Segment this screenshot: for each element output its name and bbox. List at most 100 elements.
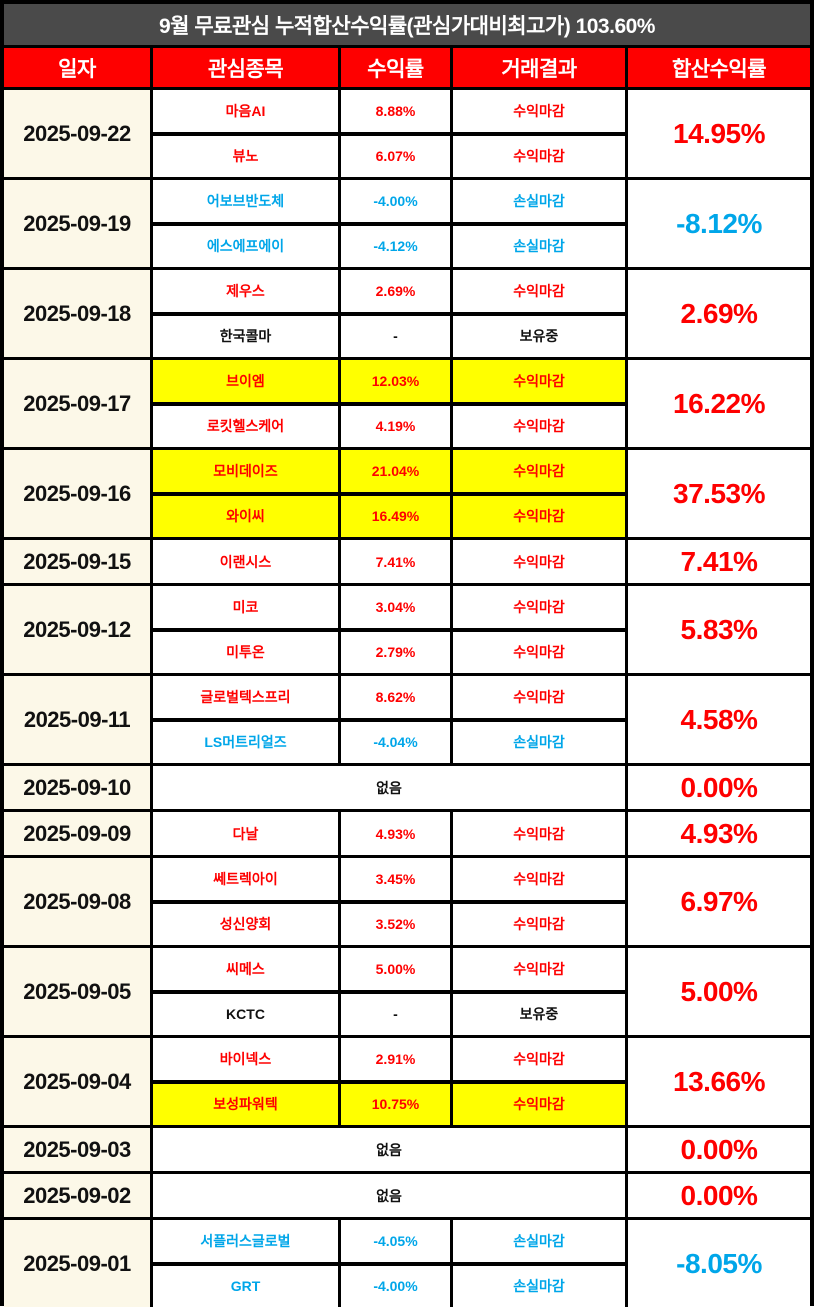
result-cell: 손실마감 (453, 722, 625, 764)
stock-name-cell: 제우스 (153, 270, 338, 312)
result-cell: 수익마감 (453, 360, 625, 402)
table-row-group: 2025-09-18 제우스 2.69% 수익마감 2.69% 한국콜마 - 보… (4, 270, 810, 357)
column-header-total: 합산수익률 (628, 48, 810, 87)
return-cell: 2.79% (341, 632, 450, 674)
total-return-cell: 5.00% (628, 948, 810, 1035)
total-return-cell: 7.41% (628, 540, 810, 583)
return-cell: 21.04% (341, 450, 450, 492)
return-cell: 2.69% (341, 270, 450, 312)
date-cell: 2025-09-03 (4, 1128, 150, 1171)
stock-name-cell: 다날 (153, 812, 338, 855)
total-return-cell: 4.58% (628, 676, 810, 763)
return-cell: 3.04% (341, 586, 450, 628)
stock-name-cell: LS머트리얼즈 (153, 722, 338, 764)
result-cell: 수익마감 (453, 1084, 625, 1126)
return-cell: 5.00% (341, 948, 450, 990)
stock-name-cell: 어보브반도체 (153, 180, 338, 222)
stock-name-cell: 와이씨 (153, 496, 338, 538)
return-cell: -4.04% (341, 722, 450, 764)
stock-name-cell: 쎄트렉아이 (153, 858, 338, 900)
column-header-stock: 관심종목 (153, 48, 338, 87)
column-header-date: 일자 (4, 48, 150, 87)
result-cell: 수익마감 (453, 586, 625, 628)
result-cell: 수익마감 (453, 90, 625, 132)
table-row-group: 2025-09-12 미코 3.04% 수익마감 5.83% 미투온 2.79%… (4, 586, 810, 673)
result-cell: 보유중 (453, 994, 625, 1036)
stock-name-cell: 마음AI (153, 90, 338, 132)
date-cell: 2025-09-22 (4, 90, 150, 177)
return-cell: - (341, 316, 450, 358)
result-cell: 보유중 (453, 316, 625, 358)
date-cell: 2025-09-01 (4, 1220, 150, 1307)
result-cell: 수익마감 (453, 904, 625, 946)
stock-name-cell: 서플러스글로벌 (153, 1220, 338, 1262)
stock-name-cell: 이랜시스 (153, 540, 338, 583)
table-row-group: 2025-09-19 어보브반도체 -4.00% 손실마감 -8.12% 에스에… (4, 180, 810, 267)
total-return-cell: 37.53% (628, 450, 810, 537)
total-return-cell: 0.00% (628, 766, 810, 809)
total-return-cell: 14.95% (628, 90, 810, 177)
result-cell: 수익마감 (453, 1038, 625, 1080)
stock-name-cell: GRT (153, 1266, 338, 1307)
result-cell: 수익마감 (453, 270, 625, 312)
stock-name-cell: 미투온 (153, 632, 338, 674)
date-cell: 2025-09-16 (4, 450, 150, 537)
return-cell: 10.75% (341, 1084, 450, 1126)
date-cell: 2025-09-10 (4, 766, 150, 809)
stock-name-cell: 보성파워텍 (153, 1084, 338, 1126)
date-cell: 2025-09-02 (4, 1174, 150, 1217)
return-cell: 16.49% (341, 496, 450, 538)
stock-name-cell: 브이엠 (153, 360, 338, 402)
result-cell: 수익마감 (453, 136, 625, 178)
total-return-cell: 0.00% (628, 1128, 810, 1171)
column-header-return: 수익률 (341, 48, 450, 87)
table-row-group: 2025-09-05 씨메스 5.00% 수익마감 5.00% KCTC - 보… (4, 948, 810, 1035)
stock-name-cell: 성신양회 (153, 904, 338, 946)
date-cell: 2025-09-11 (4, 676, 150, 763)
column-header-result: 거래결과 (453, 48, 625, 87)
return-cell: 3.52% (341, 904, 450, 946)
stock-name-cell: 모비데이즈 (153, 450, 338, 492)
return-cell: 7.41% (341, 540, 450, 583)
stock-name-cell: 바이넥스 (153, 1038, 338, 1080)
total-return-cell: 0.00% (628, 1174, 810, 1217)
result-cell: 수익마감 (453, 496, 625, 538)
result-cell: 수익마감 (453, 676, 625, 718)
date-cell: 2025-09-08 (4, 858, 150, 945)
table-row-group: 2025-09-01 서플러스글로벌 -4.05% 손실마감 -8.05% GR… (4, 1220, 810, 1307)
table-row-group: 2025-09-08 쎄트렉아이 3.45% 수익마감 6.97% 성신양회 3… (4, 858, 810, 945)
date-cell: 2025-09-05 (4, 948, 150, 1035)
stock-name-cell: 한국콜마 (153, 316, 338, 358)
stock-name-cell: 미코 (153, 586, 338, 628)
header-row: 일자 관심종목 수익률 거래결과 합산수익률 (4, 48, 810, 87)
total-return-cell: -8.12% (628, 180, 810, 267)
return-cell: - (341, 994, 450, 1036)
table-title: 9월 무료관심 누적합산수익률(관심가대비최고가) 103.60% (4, 4, 810, 45)
result-cell: 손실마감 (453, 1266, 625, 1307)
stock-name-cell: 로킷헬스케어 (153, 406, 338, 448)
total-return-cell: 2.69% (628, 270, 810, 357)
no-picks-cell: 없음 (153, 1174, 625, 1217)
table-row-group: 2025-09-16 모비데이즈 21.04% 수익마감 37.53% 와이씨 … (4, 450, 810, 537)
total-return-cell: 16.22% (628, 360, 810, 447)
stock-name-cell: KCTC (153, 994, 338, 1036)
result-cell: 손실마감 (453, 226, 625, 268)
table-row-group: 2025-09-03 없음 0.00% (4, 1128, 810, 1171)
table-row-group: 2025-09-10 없음 0.00% (4, 766, 810, 809)
table-row-group: 2025-09-15 이랜시스 7.41% 수익마감 7.41% (4, 540, 810, 583)
return-cell: 8.88% (341, 90, 450, 132)
date-cell: 2025-09-15 (4, 540, 150, 583)
stock-name-cell: 뷰노 (153, 136, 338, 178)
result-cell: 수익마감 (453, 450, 625, 492)
return-cell: 3.45% (341, 858, 450, 900)
return-cell: 6.07% (341, 136, 450, 178)
date-cell: 2025-09-04 (4, 1038, 150, 1125)
total-return-cell: 4.93% (628, 812, 810, 855)
table-row-group: 2025-09-22 마음AI 8.88% 수익마감 14.95% 뷰노 6.0… (4, 90, 810, 177)
result-cell: 수익마감 (453, 406, 625, 448)
stock-name-cell: 글로벌텍스프리 (153, 676, 338, 718)
date-cell: 2025-09-19 (4, 180, 150, 267)
return-cell: -4.12% (341, 226, 450, 268)
table-row-group: 2025-09-04 바이넥스 2.91% 수익마감 13.66% 보성파워텍 … (4, 1038, 810, 1125)
